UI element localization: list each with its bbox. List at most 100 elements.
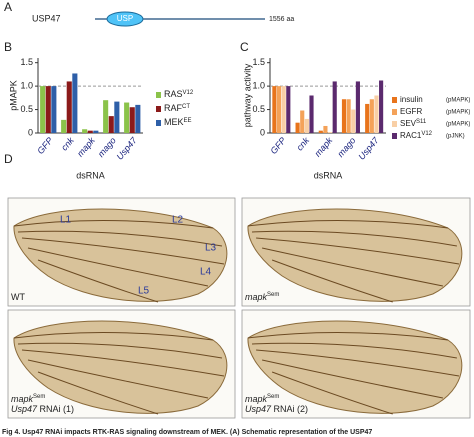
bar [272, 86, 277, 133]
wing-vein [251, 230, 457, 247]
legend-swatch [156, 92, 161, 98]
y-tick-label: 1.0 [20, 81, 33, 91]
wing-vein [247, 219, 448, 229]
wing-label: Usp47 RNAi (2) [245, 404, 308, 414]
panel-label: C [240, 40, 249, 54]
protein-name: USP47 [32, 13, 61, 23]
legend-swatch [392, 121, 397, 127]
bar [328, 132, 333, 133]
wing-label: mapkSem [245, 394, 279, 405]
wing-vein [37, 259, 159, 303]
bar [276, 86, 282, 133]
bar [114, 101, 120, 133]
bar [40, 86, 46, 133]
bar [51, 86, 57, 133]
wing-label-part: RNAi (1) [37, 404, 74, 414]
bar [323, 125, 328, 133]
x-axis-label: dsRNA [76, 170, 105, 180]
x-axis-label: dsRNA [314, 170, 343, 180]
y-tick-label: 1.5 [20, 57, 33, 67]
bar [108, 116, 114, 133]
legend-superscript: CT [182, 104, 190, 110]
domain-name: USP [117, 14, 133, 23]
legend-readout: (pMAPK) [446, 122, 470, 128]
bar [61, 119, 67, 133]
y-tick-label: 0.5 [252, 104, 265, 114]
y-axis-label: pathway activity [242, 63, 252, 127]
y-axis-label: pMAPK [8, 80, 18, 111]
vein-label: L1 [60, 215, 72, 226]
panel-label: A [4, 0, 12, 14]
protein-length: 1556 aa [269, 16, 294, 23]
wing-label-part: mapk [245, 394, 268, 404]
bar [93, 130, 99, 133]
bar [45, 86, 51, 133]
legend-name: MEK [164, 117, 184, 127]
wing-label: WT [11, 292, 25, 302]
wing-vein [13, 219, 214, 229]
legend-entry: RASV12 [164, 89, 194, 99]
vein-label: L3 [205, 243, 217, 254]
wing-vein [21, 237, 225, 265]
wing-label: Usp47 RNAi (1) [11, 404, 74, 414]
bar [87, 130, 93, 133]
wing-vein [271, 371, 393, 415]
legend-swatch [156, 120, 161, 126]
bar [135, 104, 141, 133]
wing-vein [261, 359, 443, 399]
legend-readout: (pMAPK) [446, 110, 470, 116]
bar [341, 99, 347, 133]
vein-label: L4 [200, 267, 212, 278]
wing [13, 208, 228, 302]
bar [309, 95, 314, 133]
wing-label-part: RNAi (2) [271, 404, 308, 414]
y-tick-label: 0 [28, 127, 33, 137]
wing-label-part: Usp47 [11, 404, 38, 414]
legend-readout: (pMAPK) [446, 98, 470, 104]
bar [66, 81, 72, 133]
bar [374, 95, 379, 133]
wing-label-part: mapk [11, 394, 34, 404]
wing-label-part: Sem [267, 394, 279, 400]
wing-vein [256, 237, 460, 265]
wing-vein [271, 259, 393, 303]
bar [365, 103, 370, 133]
legend-name: EGFR [400, 107, 422, 116]
legend-name: RAC1 [400, 131, 422, 140]
legend-entry: RAFCT [164, 103, 190, 113]
legend-superscript: S11 [416, 119, 427, 125]
wing-vein [256, 349, 460, 377]
legend-name: SEV [400, 119, 417, 128]
y-tick-label: 0.5 [20, 104, 33, 114]
bar [129, 107, 135, 133]
wing-label: mapkSem [11, 394, 45, 405]
legend-entry: EGFR [400, 107, 422, 116]
y-tick-label: 0 [260, 127, 265, 137]
wing-label-part: WT [11, 292, 25, 302]
wing-label-part: Sem [33, 394, 45, 400]
wing-vein [251, 342, 457, 359]
bar [300, 110, 305, 133]
bar [82, 129, 88, 133]
legend-swatch [392, 133, 397, 139]
legend-entry: SEVS11 [400, 119, 427, 129]
legend-swatch [392, 109, 397, 115]
bar [379, 80, 384, 133]
bar [332, 81, 337, 133]
panel-label: D [4, 152, 13, 166]
bar [346, 99, 351, 133]
legend-entry: insulin [400, 95, 423, 104]
bar [304, 118, 309, 133]
bar [286, 86, 291, 133]
bar [318, 130, 323, 133]
legend-name: RAF [164, 103, 183, 113]
wing [247, 320, 463, 414]
wing-vein [37, 371, 159, 415]
panel-label: B [4, 40, 12, 54]
wing [247, 208, 463, 302]
legend-swatch [156, 106, 161, 112]
wing-vein [247, 331, 448, 341]
legend-readout: (pJNK) [446, 134, 465, 140]
bar [103, 100, 109, 133]
wing-vein [21, 349, 225, 377]
